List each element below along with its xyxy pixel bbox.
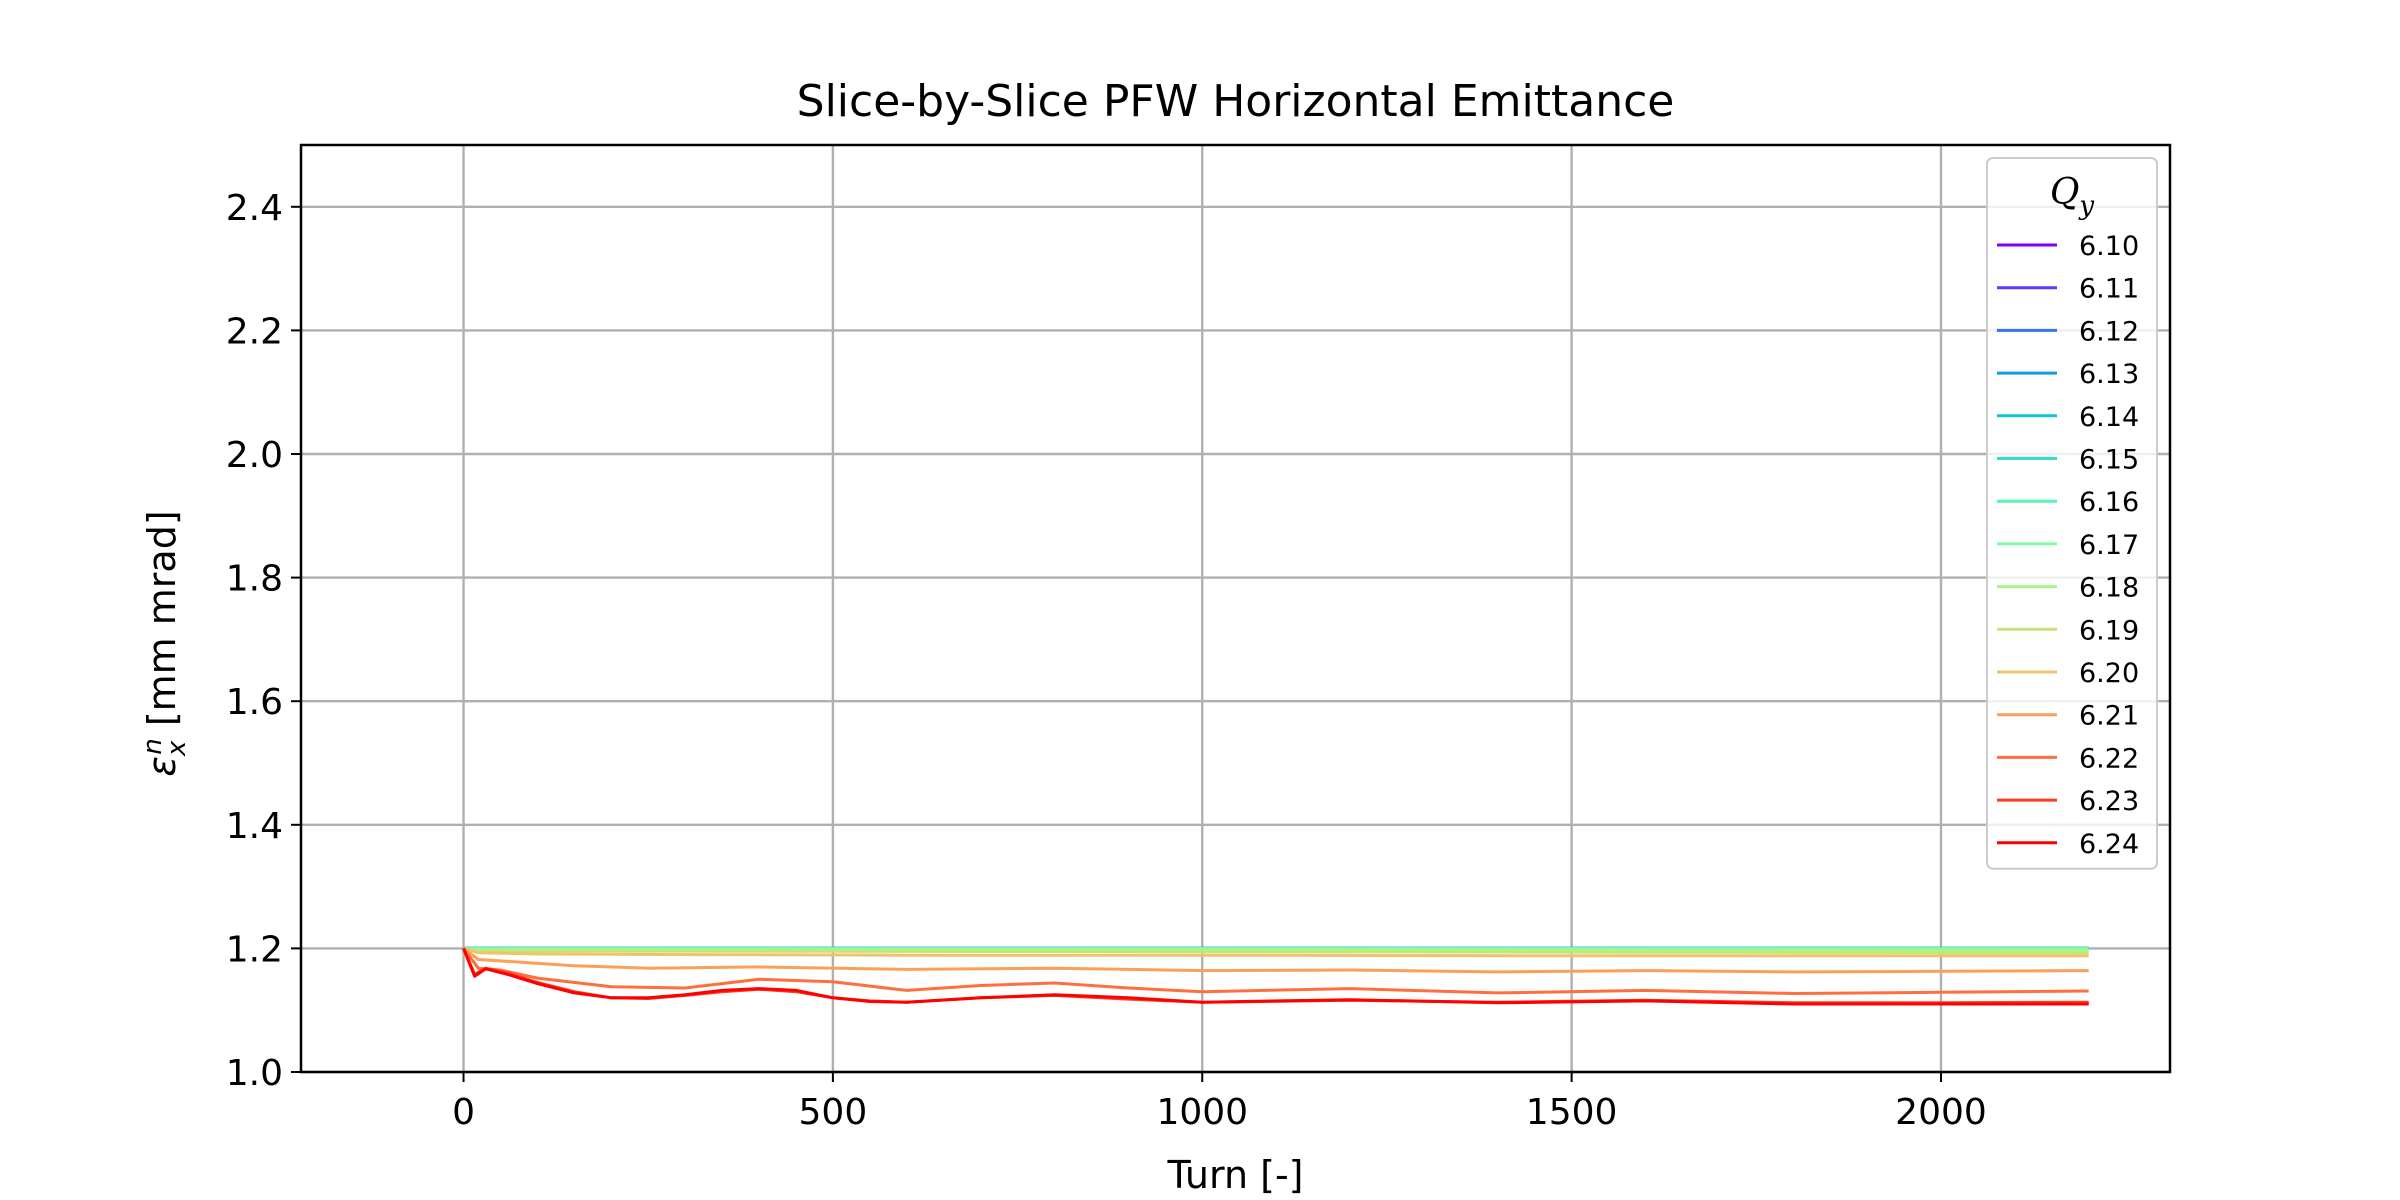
y-tick-label: 1.6 [226,682,283,723]
legend: Qy 6.10 6.11 6.12 6.13 6.14 6.15 6.16 6.17 6.18 6… [1986,157,2158,870]
legend-label-6.17: 6.17 [2079,530,2139,561]
legend-label-6.22: 6.22 [2079,743,2139,774]
legend-label-6.20: 6.20 [2079,658,2139,689]
x-tick-label: 2000 [1895,1092,1987,1133]
y-tick-label: 1.4 [226,806,283,847]
legend-label-6.14: 6.14 [2079,402,2139,433]
series-line-6.22 [462,947,2089,995]
x-tick-label: 0 [452,1092,475,1133]
series-line-6.19 [463,949,2089,955]
y-tick-label: 1.2 [226,929,283,970]
legend-label-6.16: 6.16 [2079,487,2139,518]
series-line-6.21 [462,947,2089,974]
legend-title-symbol: Q [2050,172,2080,213]
legend-label-6.19: 6.19 [2079,615,2139,646]
axis-ticks: 0 500 1000 1500 2000 1.0 1.2 1.4 1.6 1.8 2.0 2.2 2.4 [226,188,1987,1133]
y-tick-label: 1.0 [226,1053,283,1094]
x-tick-label: 1000 [1156,1092,1248,1133]
legend-label-6.15: 6.15 [2079,445,2139,476]
y-tick-label: 2.2 [226,311,283,352]
y-tick-label: 1.8 [226,559,283,600]
legend-label-6.11: 6.11 [2079,274,2139,305]
legend-label-6.23: 6.23 [2079,786,2139,817]
legend-label-6.24: 6.24 [2079,829,2139,860]
y-axis-label-symbol: ε [140,756,184,777]
y-axis-label-superscript: n [138,738,168,754]
x-tick-label: 500 [799,1092,868,1133]
legend-label-6.21: 6.21 [2079,701,2139,732]
legend-title-subscript: y [2078,191,2094,221]
legend-label-6.13: 6.13 [2079,359,2139,390]
legend-box [1986,157,2158,870]
y-tick-label: 2.0 [226,435,283,476]
series-line-6.24 [462,947,2089,1006]
legend-label-6.12: 6.12 [2079,316,2139,347]
legend-label-6.10: 6.10 [2079,231,2139,262]
chart-title: Slice-by-Slice PFW Horizontal Emittance [797,76,1675,127]
y-axis-label-subscript: x [162,740,192,757]
series-line-6.20 [463,946,2089,958]
plot-frame [299,143,2172,1074]
y-tick-label: 2.4 [226,188,283,229]
x-axis-label: Turn [-] [1166,1153,1303,1197]
legend-title: Qy [2050,172,2095,221]
legend-label-6.18: 6.18 [2079,573,2139,604]
y-axis-label-units: [mm mrad] [140,510,184,738]
x-tick-label: 1500 [1526,1092,1618,1133]
y-axis-label: εxn [mm mrad] [138,510,192,776]
series-lines [462,946,2089,1006]
